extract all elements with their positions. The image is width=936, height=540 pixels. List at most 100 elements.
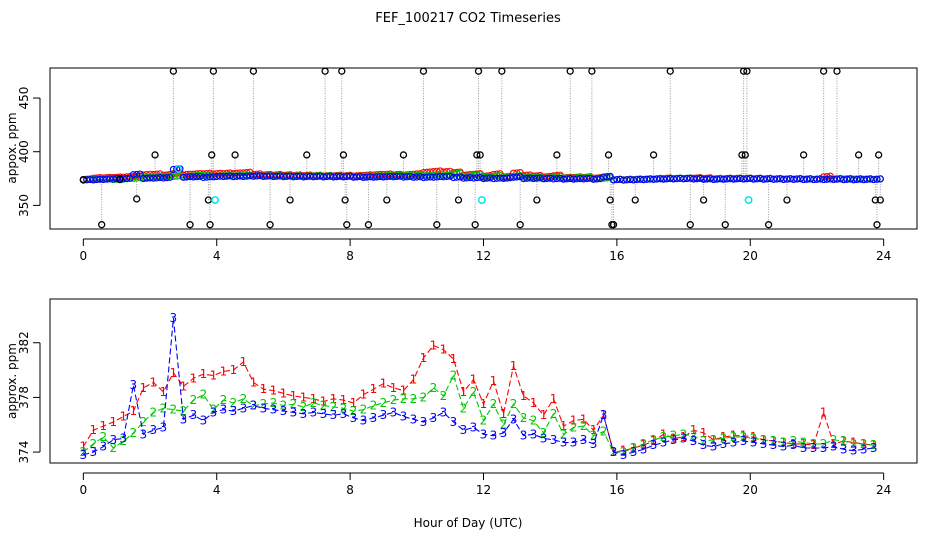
band-point-3 bbox=[546, 174, 554, 182]
band-point-3 bbox=[96, 175, 104, 183]
band-point-3 bbox=[730, 175, 738, 183]
band-point-3 bbox=[206, 173, 214, 181]
spike-point bbox=[604, 151, 613, 159]
series-1-marker: 1 bbox=[870, 438, 878, 452]
series-2-marker: 2 bbox=[420, 390, 428, 404]
band-point-3 bbox=[236, 172, 244, 180]
band-point-3 bbox=[439, 173, 448, 181]
band-point-3 bbox=[216, 172, 224, 180]
series-3-marker: 3 bbox=[780, 440, 788, 454]
top-x-tick-label: 12 bbox=[476, 249, 491, 263]
band-point-3 bbox=[169, 165, 177, 173]
series-1-marker: 1 bbox=[110, 415, 118, 429]
band-point-3 bbox=[409, 173, 418, 181]
band-point-3 bbox=[229, 173, 237, 181]
series-1-marker: 1 bbox=[250, 375, 258, 389]
series-2-marker: 2 bbox=[810, 437, 818, 451]
series-3-marker: 3 bbox=[750, 436, 758, 450]
series-3-marker: 3 bbox=[640, 442, 648, 456]
band-point-3 bbox=[710, 175, 718, 184]
series-3-marker: 3 bbox=[820, 441, 828, 455]
spike-point bbox=[79, 175, 87, 184]
band-point-3 bbox=[396, 172, 404, 180]
band-point-3 bbox=[803, 175, 811, 183]
series-3-marker: 3 bbox=[220, 403, 228, 417]
band-point-3 bbox=[106, 175, 114, 183]
series-1-marker: 1 bbox=[240, 355, 248, 369]
band-point-3 bbox=[253, 172, 261, 180]
band-point-3 bbox=[680, 175, 688, 183]
series-1-marker: 1 bbox=[180, 379, 188, 393]
series-3-marker: 3 bbox=[710, 440, 718, 454]
series-3-marker: 3 bbox=[580, 433, 588, 447]
series-3-marker: 3 bbox=[600, 408, 608, 422]
spike-point bbox=[516, 221, 524, 229]
band-point-3 bbox=[766, 175, 774, 183]
series-1-marker: 1 bbox=[750, 430, 758, 444]
band-point-3 bbox=[383, 173, 391, 181]
band-point-3 bbox=[633, 176, 641, 184]
series-3-marker: 3 bbox=[570, 436, 578, 450]
series-1-marker: 1 bbox=[300, 390, 308, 404]
band-point-3 bbox=[683, 175, 691, 183]
band-point-3 bbox=[526, 174, 534, 182]
spike-point bbox=[343, 221, 351, 229]
band-point-3 bbox=[623, 176, 631, 184]
band-point-3 bbox=[806, 175, 814, 183]
band-point-3 bbox=[299, 173, 307, 181]
series-3-marker: 3 bbox=[190, 408, 198, 422]
band-point-3 bbox=[793, 175, 801, 183]
series-2-marker: 2 bbox=[380, 396, 388, 410]
band-point-3 bbox=[379, 173, 388, 181]
band-point-3 bbox=[596, 175, 604, 183]
band-point-3 bbox=[283, 172, 291, 180]
band-point-3 bbox=[189, 173, 197, 181]
top-y-tick-label: 450 bbox=[17, 87, 31, 110]
band-point-3 bbox=[376, 173, 384, 181]
series-2-marker: 2 bbox=[350, 404, 358, 418]
series-2-marker: 2 bbox=[100, 430, 108, 444]
series-1-marker: 1 bbox=[450, 352, 458, 366]
bottom-y-tick-label: 382 bbox=[17, 331, 31, 354]
series-2-marker: 2 bbox=[120, 434, 128, 448]
spike-point bbox=[699, 196, 708, 204]
series-1-marker: 1 bbox=[320, 395, 328, 409]
band-point-3 bbox=[346, 172, 354, 180]
band-point-3 bbox=[166, 173, 174, 181]
bottom-y-tick-label: 378 bbox=[17, 386, 31, 409]
band-point-2 bbox=[173, 172, 181, 180]
band-point-3 bbox=[840, 176, 848, 184]
series-3-marker: 3 bbox=[300, 407, 308, 421]
series-3-marker: 3 bbox=[730, 436, 738, 450]
series-3-marker: 3 bbox=[660, 436, 668, 450]
series-3-marker: 3 bbox=[100, 440, 108, 454]
series-3-marker: 3 bbox=[90, 445, 98, 459]
band-point-3 bbox=[369, 173, 378, 181]
series-2-marker: 2 bbox=[820, 437, 828, 451]
band-point-3 bbox=[716, 175, 724, 183]
band-point-3 bbox=[723, 175, 731, 183]
bottom-x-tick-label: 20 bbox=[743, 483, 758, 497]
series-2-marker: 2 bbox=[270, 396, 278, 410]
series-1-marker: 1 bbox=[400, 384, 408, 398]
series-3-marker: 3 bbox=[510, 412, 518, 426]
series-3-marker: 3 bbox=[450, 415, 458, 429]
top-x-tick-label: 0 bbox=[80, 249, 88, 263]
series-1-marker: 1 bbox=[140, 381, 148, 395]
band-point-3 bbox=[776, 175, 784, 183]
series-3-marker: 3 bbox=[280, 404, 288, 418]
spike-point bbox=[266, 221, 274, 229]
series-3-marker: 3 bbox=[80, 448, 88, 462]
series-3-marker: 3 bbox=[390, 405, 398, 419]
figure-title: FEF_100217 CO2 Timeseries bbox=[375, 11, 561, 26]
band-point-3 bbox=[576, 175, 584, 183]
series-3-marker: 3 bbox=[540, 431, 548, 445]
series-3-marker: 3 bbox=[490, 429, 498, 443]
series-3-marker: 3 bbox=[320, 407, 328, 421]
band-point-3 bbox=[616, 175, 624, 183]
band-point-3 bbox=[489, 175, 498, 183]
series-1-marker: 1 bbox=[640, 438, 648, 452]
band-point-3 bbox=[363, 173, 371, 181]
series-1-marker: 1 bbox=[670, 431, 678, 445]
